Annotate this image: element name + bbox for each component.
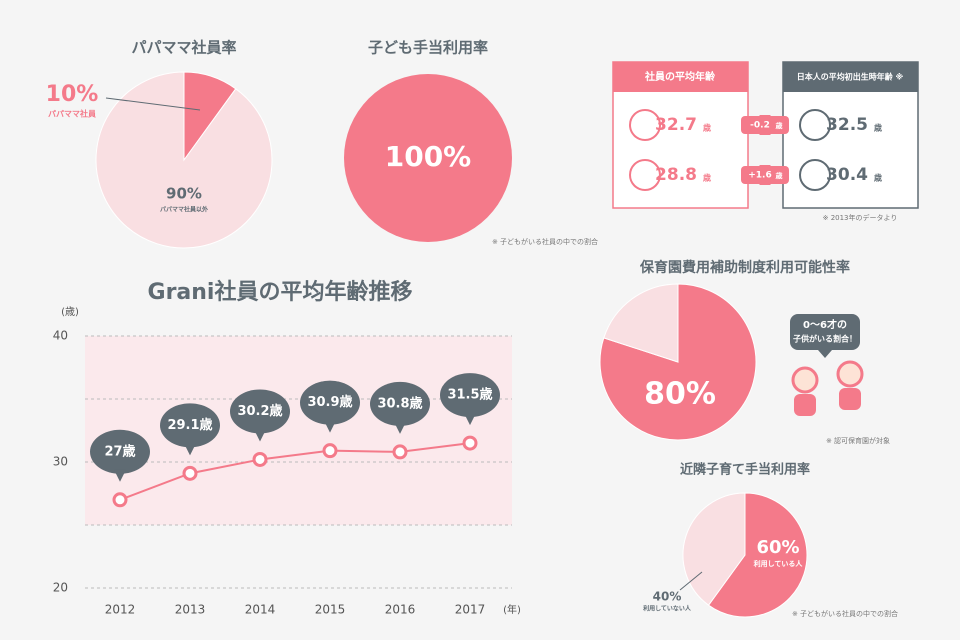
data-point xyxy=(322,443,338,459)
age-unit: 歳 xyxy=(703,173,711,183)
y-tick-label: 40 xyxy=(53,329,68,343)
data-point xyxy=(462,435,478,451)
bubble xyxy=(440,373,500,418)
y-tick-label: 30 xyxy=(53,455,68,469)
child-head xyxy=(836,360,864,388)
note: ※ 2013年のデータより xyxy=(823,213,898,222)
chart-title: 保育園費用補助制度利用可能性率 xyxy=(639,259,850,276)
x-tick-label: 2013 xyxy=(175,603,206,617)
pie-slice xyxy=(682,492,746,606)
value-label: 27歳 xyxy=(104,443,135,459)
pie-slice xyxy=(603,283,679,363)
child-body xyxy=(839,388,861,410)
bubble-tail xyxy=(114,469,126,482)
x-tick-label: 2017 xyxy=(455,603,486,617)
age-unit: 歳 xyxy=(874,123,882,133)
face-icon xyxy=(799,109,831,141)
diff-badge xyxy=(741,166,789,184)
value-label: 30.9歳 xyxy=(307,394,352,410)
leader-line xyxy=(105,97,201,111)
note: ※ 認可保育園が対象 xyxy=(826,436,890,445)
bubble-tail xyxy=(464,413,476,426)
value-label: 90% xyxy=(166,185,202,203)
note: ※ 子どもがいる社員の中での割合 xyxy=(492,237,598,246)
value-label: 30.2歳 xyxy=(237,403,282,419)
chart-title: Grani社員の平均年齢推移 xyxy=(148,279,413,305)
line-series xyxy=(119,442,471,501)
chart-title: 近隣子育て手当利用率 xyxy=(680,462,810,478)
bubble-tail xyxy=(394,421,406,434)
x-tick-label: 2012 xyxy=(105,603,136,617)
chart-title: パパママ社員率 xyxy=(131,39,236,57)
child-body xyxy=(794,394,816,416)
x-unit: (年) xyxy=(503,603,521,616)
note: ※ 子どもがいる社員の中での割合 xyxy=(792,609,898,618)
category-label: パパママ社員 xyxy=(48,109,96,119)
value-label: 29.1歳 xyxy=(167,417,212,433)
category-label: 利用していない人 xyxy=(642,605,692,613)
diff-value: +1.6 xyxy=(748,171,771,181)
age-value: 30.4 xyxy=(826,165,868,185)
value-label: 60% xyxy=(756,537,799,558)
child-head xyxy=(791,366,819,394)
panel-header xyxy=(783,62,918,92)
bubble-tail xyxy=(254,429,266,442)
bubble xyxy=(160,403,220,448)
x-tick-label: 2015 xyxy=(315,603,346,617)
pie-slice xyxy=(707,492,808,618)
age-value: 28.8 xyxy=(655,165,697,185)
callout-box xyxy=(790,314,860,350)
pie-slice xyxy=(344,74,512,242)
y-tick-label: 20 xyxy=(53,581,68,595)
face-icon xyxy=(629,159,661,191)
face-icon xyxy=(629,109,661,141)
callout-text: 0〜6才の xyxy=(803,318,847,331)
value-label: 40% xyxy=(653,590,682,604)
data-point xyxy=(392,444,408,460)
pie-slice xyxy=(95,71,273,249)
x-tick-label: 2016 xyxy=(385,603,416,617)
panel-title: 日本人の平均初出生時年齢 ※ xyxy=(797,72,904,82)
data-point xyxy=(252,451,268,467)
x-tick-label: 2014 xyxy=(245,603,276,617)
value-label: 31.5歳 xyxy=(447,387,492,403)
category-label: パパママ社員以外 xyxy=(160,206,208,214)
data-point xyxy=(112,492,128,508)
value-label: 100% xyxy=(385,140,472,173)
plot-band xyxy=(85,336,512,525)
diff-value: -0.2 xyxy=(750,121,770,131)
panel-title: 社員の平均年齢 xyxy=(644,70,716,83)
bubble xyxy=(370,381,430,426)
callout-tail xyxy=(818,350,832,358)
bubble xyxy=(90,429,150,474)
panel-header xyxy=(613,62,748,92)
age-unit: 歳 xyxy=(703,123,711,133)
bubble-tail xyxy=(184,443,196,456)
age-value: 32.7 xyxy=(655,115,697,135)
chart-title: 子ども手当利用率 xyxy=(368,39,488,57)
value-label: 10% xyxy=(46,82,99,107)
value-label: 30.8歳 xyxy=(377,395,422,411)
callout-text: 子供がいる割合！ xyxy=(793,334,857,344)
face-icon xyxy=(799,159,831,191)
category-label: 利用している人 xyxy=(754,559,804,568)
data-point xyxy=(182,465,198,481)
age-value: 32.5 xyxy=(826,115,868,135)
bubble xyxy=(230,389,290,434)
value-label: 80% xyxy=(644,377,716,412)
bubble-tail xyxy=(324,420,336,433)
y-unit: (歳) xyxy=(61,306,79,318)
age-unit: 歳 xyxy=(874,173,882,183)
diff-unit: 歳 xyxy=(776,121,783,130)
diff-unit: 歳 xyxy=(776,171,783,180)
diff-badge xyxy=(741,116,789,134)
bubble xyxy=(300,380,360,425)
leader-line xyxy=(679,571,703,591)
